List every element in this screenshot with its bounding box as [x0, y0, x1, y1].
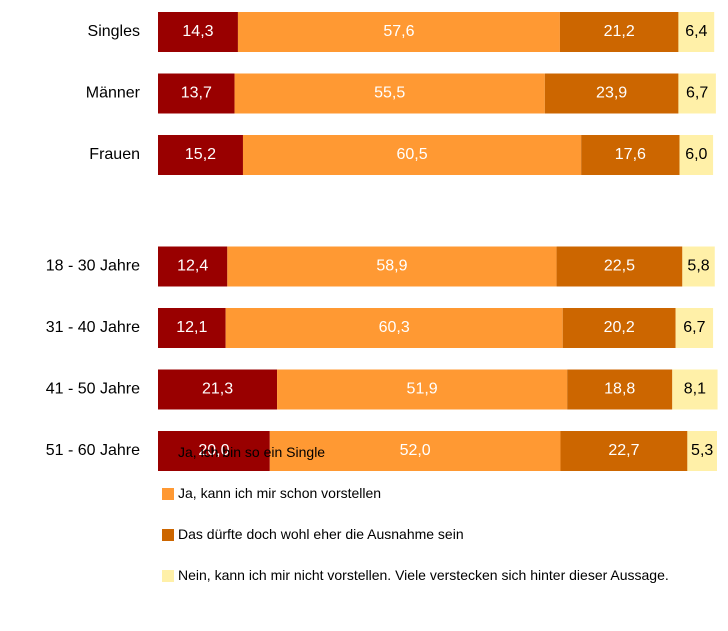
data-label: 21,3: [202, 381, 233, 398]
data-label: 22,5: [604, 258, 635, 275]
legend-swatch: [162, 447, 174, 459]
legend-swatch: [162, 570, 174, 582]
data-label: 6,7: [686, 85, 708, 102]
legend-swatch: [162, 488, 174, 500]
bar-segment: [234, 73, 545, 114]
bar-segment: [158, 308, 226, 348]
data-label: 6,7: [683, 319, 705, 336]
data-label: 14,3: [182, 23, 213, 40]
legend-label: Nein, kann ich mir nicht vorstellen. Vie…: [178, 567, 669, 583]
data-label: 18,8: [604, 381, 635, 398]
bar-segment: [672, 369, 718, 410]
bar-segment: [556, 246, 683, 287]
legend-label: Das dürfte doch wohl eher die Ausnahme s…: [178, 526, 464, 542]
legend-item: Ja, ich bin so ein Single: [162, 444, 722, 485]
data-label: 21,2: [604, 23, 635, 40]
bar-segment: [682, 246, 715, 287]
bar-segment: [559, 12, 679, 52]
bar-segment: [158, 246, 228, 287]
legend-label: Ja, ich bin so ein Single: [178, 444, 326, 460]
bar-segment: [562, 308, 676, 348]
bar-segment: [158, 431, 270, 471]
bar-segment: [678, 12, 715, 52]
bar-segment: [242, 135, 582, 175]
data-label: 58,9: [376, 258, 407, 275]
bar-segment: [277, 369, 568, 410]
bar-segment: [158, 135, 243, 175]
bar-segment: [567, 369, 673, 410]
y-tick-label: 18 - 30 Jahre: [46, 258, 140, 275]
y-tick-label: Frauen: [89, 146, 140, 163]
data-label: 51,9: [407, 381, 438, 398]
bar-segment: [675, 308, 714, 348]
data-label: 57,6: [383, 23, 414, 40]
bar-segment: [237, 12, 560, 52]
data-label: 22,7: [608, 442, 639, 459]
bar-segment: [679, 135, 714, 175]
bar-segment: [544, 73, 679, 114]
data-label: 6,4: [685, 23, 707, 40]
y-tick-label: 41 - 50 Jahre: [46, 381, 140, 398]
data-label: 8,1: [684, 381, 706, 398]
data-label: 12,1: [176, 319, 207, 336]
data-label: 52,0: [400, 442, 431, 459]
data-label: 60,5: [396, 146, 427, 163]
data-label: 6,0: [685, 146, 707, 163]
bar-segment: [678, 73, 716, 114]
y-tick-label: 51 - 60 Jahre: [46, 442, 140, 459]
bar-segment: [687, 431, 717, 471]
bar-segment: [158, 73, 235, 114]
bar-segment: [158, 12, 238, 52]
y-tick-label: 31 - 40 Jahre: [46, 319, 140, 336]
data-label: 5,3: [691, 442, 713, 459]
legend-item: Ja, kann ich mir schon vorstellen: [162, 485, 722, 526]
data-label: 17,6: [615, 146, 646, 163]
data-label: 60,3: [379, 319, 410, 336]
bar-segment: [225, 308, 563, 348]
data-label: 13,7: [181, 85, 212, 102]
bar-segment: [227, 246, 557, 287]
data-label: 20,2: [604, 319, 635, 336]
y-tick-label: Männer: [86, 85, 141, 102]
bar-segment: [581, 135, 680, 175]
data-label: 55,5: [374, 85, 405, 102]
legend-item: Das dürfte doch wohl eher die Ausnahme s…: [162, 526, 722, 567]
data-label: 20,0: [198, 442, 229, 459]
bar-segment: [269, 431, 561, 471]
data-label: 12,4: [177, 258, 208, 275]
data-label: 5,8: [687, 258, 709, 275]
legend-item: Nein, kann ich mir nicht vorstellen. Vie…: [162, 567, 722, 608]
data-label: 23,9: [596, 85, 627, 102]
legend-label: Ja, kann ich mir schon vorstellen: [178, 485, 382, 501]
legend-swatch: [162, 529, 174, 541]
legend: Ja, ich bin so ein Single Ja, kann ich mi…: [162, 444, 722, 608]
bar-segment: [158, 369, 278, 410]
y-tick-label: Singles: [88, 23, 140, 40]
data-label: 15,2: [185, 146, 216, 163]
bar-segment: [560, 431, 688, 471]
